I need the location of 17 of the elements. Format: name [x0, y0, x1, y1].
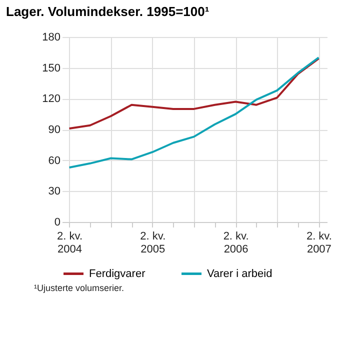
- x-tick-label: 2. kv. 2004: [57, 230, 83, 256]
- x-tick-label: 2. kv. 2007: [306, 230, 332, 256]
- line-series: [68, 56, 320, 169]
- legend-label: Varer i arbeid: [207, 268, 272, 280]
- chart-title: Lager. Volumindekser. 1995=100¹: [6, 4, 210, 19]
- x-tick-label: 2. kv. 2005: [140, 230, 166, 256]
- legend-label: Ferdigvarer: [89, 268, 146, 280]
- x-tick-label: 2. kv. 2006: [223, 230, 249, 256]
- y-tick-label: 180: [42, 32, 60, 44]
- y-tick-label: 30: [48, 186, 60, 198]
- y-tick-label: 90: [48, 124, 60, 136]
- y-tick-label: 150: [42, 62, 60, 74]
- y-tick-label: 120: [42, 93, 60, 106]
- line-series: [68, 58, 320, 130]
- y-tick-label: 60: [48, 154, 60, 167]
- text: ¹Ujusterte volumserier.: [34, 283, 124, 293]
- y-tick-label: 0: [54, 216, 60, 228]
